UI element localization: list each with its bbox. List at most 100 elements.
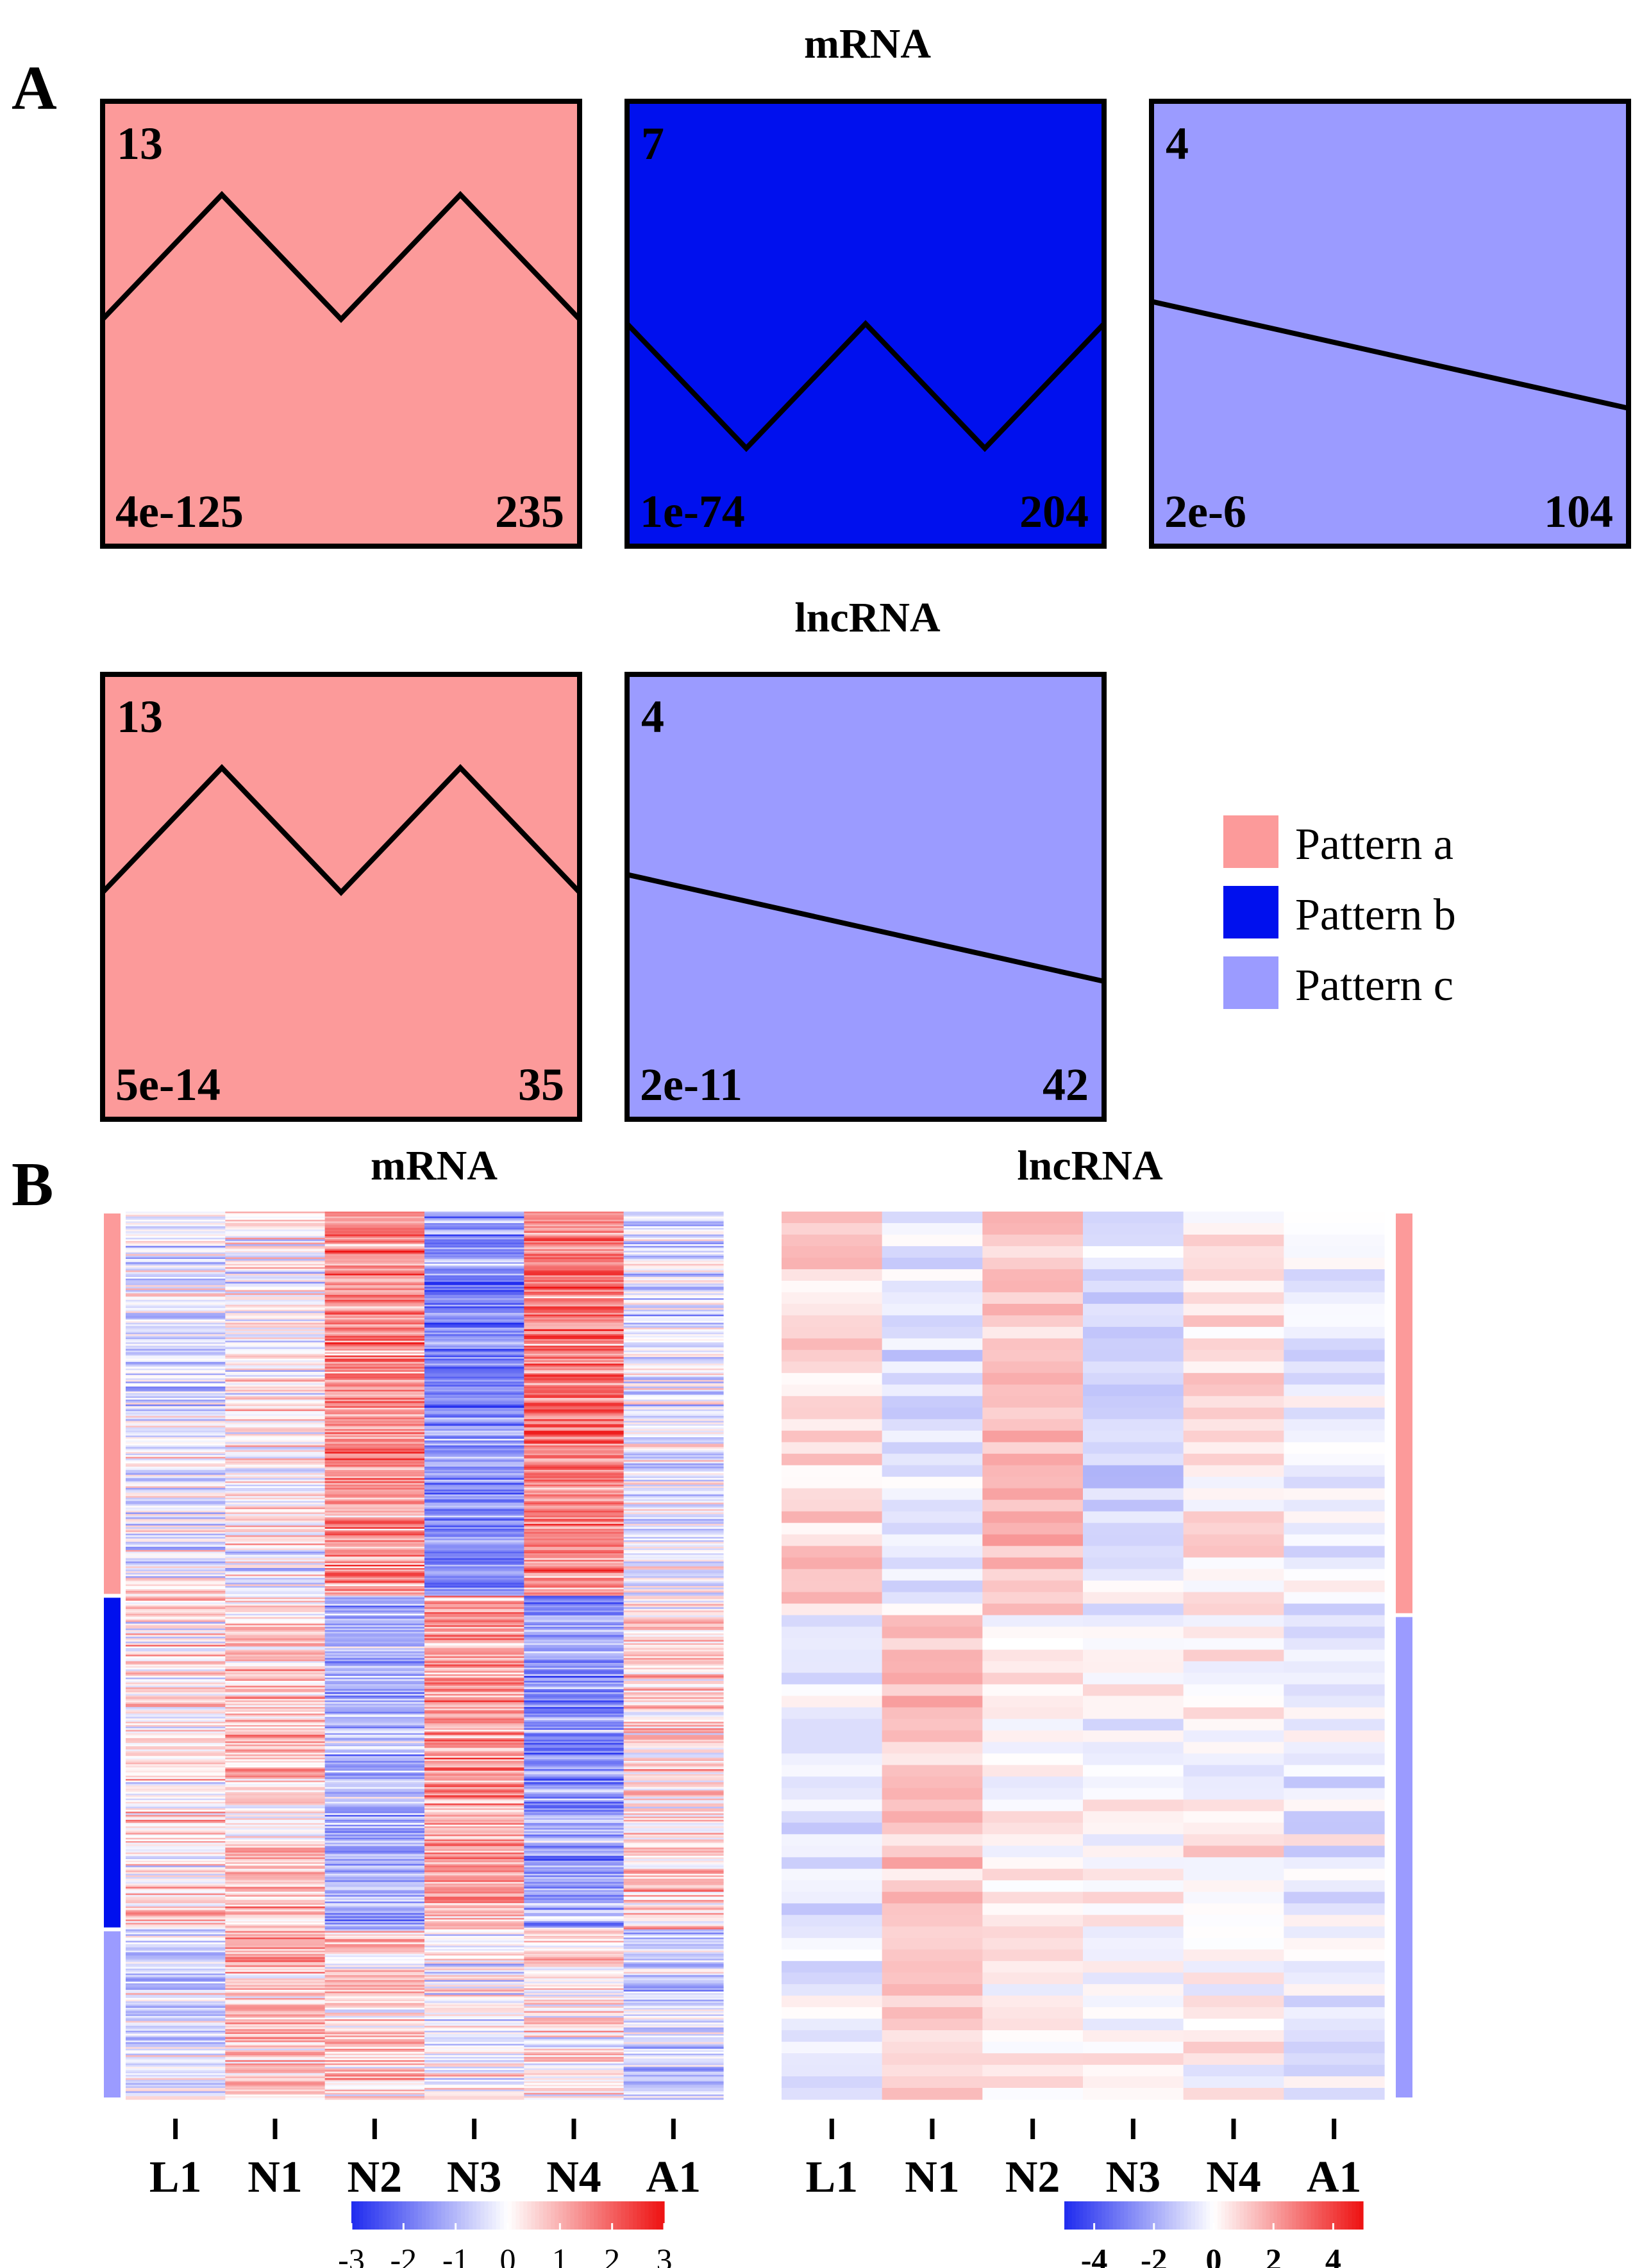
- column-label: L1: [805, 2153, 858, 2202]
- heatmap-cell: [424, 1437, 524, 1440]
- heatmap-cell: [1284, 1511, 1385, 1524]
- heatmap-cell: [623, 1803, 724, 1806]
- heatmap-cell: [524, 1409, 624, 1412]
- heatmap-cell: [324, 2091, 425, 2094]
- heatmap-cell: [524, 1599, 624, 1601]
- heatmap-cell: [225, 1812, 326, 1814]
- heatmap-cell: [424, 1633, 524, 1636]
- heatmap-cell: [982, 2019, 1084, 2031]
- heatmap-cell: [1284, 1638, 1385, 1651]
- heatmap-cell: [1183, 1419, 1284, 1431]
- pattern-legend: Pattern a Pattern b Pattern c: [1223, 815, 1456, 1010]
- heatmap-cell: [424, 1589, 524, 1592]
- heatmap-cell: [524, 2015, 624, 2019]
- profile-id: 4: [641, 691, 664, 742]
- heatmap-cell: [225, 2005, 326, 2007]
- heatmap-cell: [324, 1615, 425, 1618]
- heatmap-cell: [623, 1553, 724, 1556]
- heatmap-cell: [524, 1775, 624, 1778]
- heatmap-cell: [982, 1984, 1084, 1996]
- heatmap-cell: [524, 2024, 624, 2026]
- heatmap-cell: [424, 2076, 524, 2079]
- heatmap-cell: [782, 1246, 883, 1258]
- heatmap-cell: [324, 1641, 425, 1644]
- heatmap-cell: [623, 1718, 724, 1721]
- heatmap-cell: [782, 2030, 883, 2042]
- heatmap-cell: [126, 1319, 226, 1322]
- heatmap-cell: [225, 1371, 326, 1374]
- heatmap-cell: [424, 1662, 524, 1665]
- heatmap-cell: [623, 1537, 724, 1539]
- heatmap-cell: [126, 1383, 226, 1385]
- heatmap-cell: [324, 1694, 425, 1696]
- heatmap-cell: [225, 2035, 326, 2038]
- heatmap-cell: [225, 1319, 326, 1322]
- heatmap-cell: [524, 1847, 624, 1850]
- heatmap-cell: [623, 1822, 724, 1826]
- heatmap-cell: [623, 1908, 724, 1910]
- colorbar-segment: [386, 2201, 391, 2230]
- colorbar-segment: [1318, 2201, 1323, 2230]
- heatmap-cell: [225, 2045, 326, 2047]
- heatmap-cell: [424, 1812, 524, 1814]
- heatmap-cell: [524, 1393, 624, 1396]
- heatmap-cell: [623, 2081, 724, 2084]
- heatmap-cell: [623, 1371, 724, 1374]
- colorbar-segment: [425, 2201, 430, 2230]
- heatmap-cell: [882, 1696, 983, 1708]
- heatmap-cell: [424, 1622, 524, 1624]
- colorbar-segment: [512, 2201, 516, 2230]
- heatmap-cell: [623, 1968, 724, 1971]
- heatmap-cell: [623, 1808, 724, 1811]
- heatmap-cell: [424, 2044, 524, 2046]
- heatmap-cell: [623, 1465, 724, 1467]
- heatmap-cell: [882, 1892, 983, 1904]
- heatmap-cell: [623, 1247, 724, 1250]
- heatmap-cell: [424, 2040, 524, 2043]
- heatmap-cell: [424, 1560, 524, 1562]
- heatmap-cell: [424, 1655, 524, 1657]
- heatmap-cell: [623, 1661, 724, 1663]
- heatmap-cell: [524, 1684, 624, 1687]
- heatmap-cell: [324, 2033, 425, 2037]
- heatmap-cell: [126, 1499, 226, 1502]
- heatmap-cell: [324, 2068, 425, 2071]
- heatmap-cell: [225, 1574, 326, 1577]
- heatmap-cell: [524, 1525, 624, 1528]
- heatmap-cell: [524, 2050, 624, 2053]
- heatmap-cell: [225, 1581, 326, 1583]
- heatmap-cell: [225, 1765, 326, 1768]
- colorbar-segment: [1165, 2201, 1169, 2230]
- heatmap-cell: [324, 1623, 425, 1626]
- heatmap-cell: [424, 1615, 524, 1618]
- heatmap-cell: [225, 1299, 326, 1302]
- heatmap-cell: [524, 1251, 624, 1253]
- heatmap-cell: [524, 1538, 624, 1541]
- heatmap-cell: [524, 1703, 624, 1706]
- heatmap-cell: [524, 2037, 624, 2040]
- heatmap-cell: [882, 1246, 983, 1258]
- heatmap-cell: [324, 1543, 425, 1546]
- heatmap-cell: [324, 1548, 425, 1551]
- heatmap-cell: [982, 1326, 1084, 1339]
- colorbar-segment: [558, 2201, 563, 2230]
- heatmap-cell: [424, 1771, 524, 1773]
- colorbar-segment: [410, 2201, 415, 2230]
- heatmap-cell: [623, 2086, 724, 2089]
- heatmap-cell: [623, 1484, 724, 1487]
- heatmap-cell: [324, 1442, 425, 1444]
- heatmap-cell: [524, 1213, 624, 1215]
- heatmap-cell: [324, 1601, 425, 1603]
- heatmap-cell: [225, 1798, 326, 1801]
- heatmap-cell: [424, 1556, 524, 1559]
- heatmap-cell: [225, 1215, 326, 1217]
- heatmap-cell: [424, 1231, 524, 1233]
- heatmap-cell: [623, 1513, 724, 1517]
- heatmap-cell: [623, 1280, 724, 1283]
- heatmap-cell: [225, 1708, 326, 1711]
- heatmap-cell: [623, 1409, 724, 1412]
- heatmap-cell: [126, 1800, 226, 1803]
- heatmap-cell: [623, 1815, 724, 1817]
- heatmap-cell: [623, 1299, 724, 1302]
- heatmap-cell: [623, 1368, 724, 1371]
